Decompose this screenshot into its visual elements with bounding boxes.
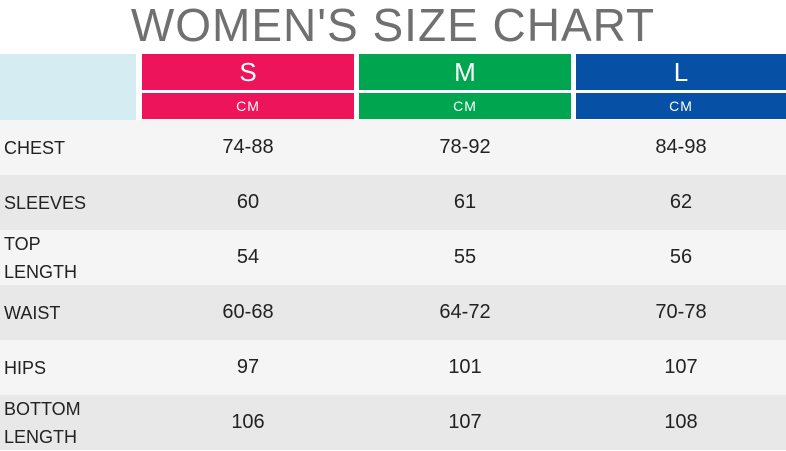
table-row-sleeves: SLEEVES 60 61 62 (0, 175, 786, 230)
cell-l: 56 (669, 246, 693, 268)
cell-l: 108 (664, 411, 698, 433)
size-header-l: L (576, 54, 786, 90)
table-row-chest: CHEST 74-88 78-92 84-98 (0, 120, 786, 175)
table-row-hips: HIPS 97 101 107 (0, 340, 786, 395)
row-label: BOTTOM LENGTH (4, 398, 81, 447)
cell-s: 54 (236, 246, 260, 268)
row-label: CHEST (4, 137, 66, 158)
chart-title: WOMEN'S SIZE CHART (130, 0, 656, 51)
row-label: TOP LENGTH (4, 233, 78, 282)
cell-s: 74-88 (222, 136, 274, 158)
table-row-waist: WAIST 60-68 64-72 70-78 (0, 285, 786, 340)
cell-s: 97 (236, 356, 260, 378)
cell-s: 60 (236, 191, 260, 213)
unit-header-l: CM (576, 93, 786, 119)
row-label: SLEEVES (4, 192, 87, 213)
cell-m: 101 (448, 356, 482, 378)
size-header-m: M (359, 54, 571, 90)
cell-s: 60-68 (222, 301, 274, 323)
size-header-s: S (142, 54, 354, 90)
header-corner-cell (0, 54, 136, 120)
cell-l: 107 (664, 356, 698, 378)
cell-m: 64-72 (439, 301, 491, 323)
row-label: WAIST (4, 302, 61, 323)
cell-m: 78-92 (439, 136, 491, 158)
cell-l: 84-98 (655, 136, 707, 158)
table-row-top-length: TOP LENGTH 54 55 56 (0, 230, 786, 285)
cell-m: 61 (453, 191, 477, 213)
table-row-bottom-length: BOTTOM LENGTH 106 107 108 (0, 395, 786, 450)
cell-m: 107 (448, 411, 482, 433)
unit-header-m: CM (359, 93, 571, 119)
cell-s: 106 (231, 411, 265, 433)
row-label: HIPS (4, 357, 47, 378)
cell-l: 70-78 (655, 301, 707, 323)
cell-l: 62 (669, 191, 693, 213)
cell-m: 55 (453, 246, 477, 268)
unit-header-s: CM (142, 93, 354, 119)
